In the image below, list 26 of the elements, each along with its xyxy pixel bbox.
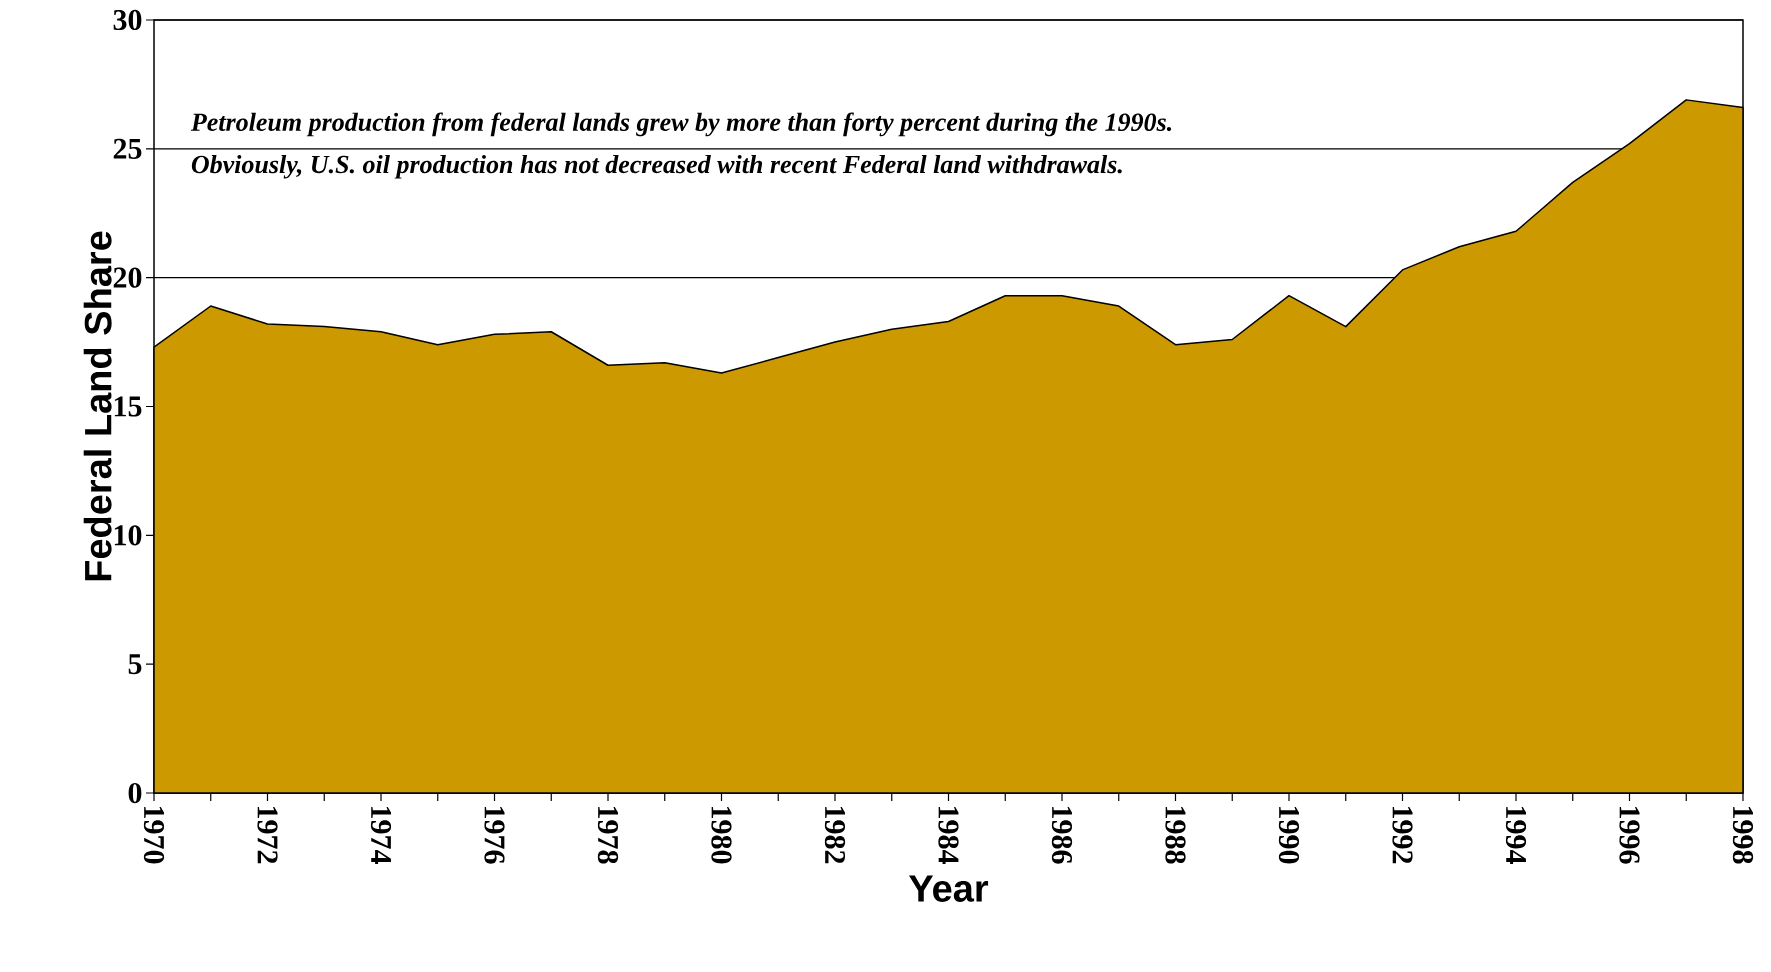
x-tick-label: 1972: [257, 806, 278, 864]
x-tick-label: 1994: [1505, 806, 1527, 864]
x-tick-label: 1998: [1732, 806, 1754, 864]
x-tick-label: 1990: [1278, 806, 1300, 864]
y-tick-label: 30: [113, 9, 142, 31]
x-tick-label: 1982: [824, 806, 846, 864]
y-tick-label: 0: [128, 782, 142, 804]
x-axis-title: Year: [908, 875, 989, 902]
y-tick-label: 20: [113, 267, 142, 288]
y-tick-label: 10: [114, 525, 142, 546]
x-tick-label: 1978: [597, 806, 619, 864]
annotation: Petroleum production from federal lands grew by more than forty percent during the 1990s.: [190, 112, 1172, 137]
y-axis-title: Federal Land Share: [83, 231, 112, 581]
x-tick-label: 1974: [370, 806, 392, 864]
y-tick-label: 5: [128, 654, 142, 675]
x-tick-label: 1988: [1165, 806, 1186, 864]
x-tick-label: 1986: [1051, 806, 1073, 864]
annotation: Obviously, U.S. oil production has not decreased with recent Federal land withdrawals.: [191, 154, 1122, 179]
x-tick-label: 1984: [938, 806, 959, 864]
x-tick-label: 1980: [711, 806, 732, 864]
y-tick-label: 25: [113, 138, 142, 159]
x-tick-label: 1996: [1619, 806, 1640, 864]
x-tick-label: 1970: [143, 806, 165, 864]
y-tick-label: 15: [114, 396, 142, 417]
x-tick-label: 1976: [484, 806, 505, 864]
x-tick-label: 1992: [1392, 806, 1413, 864]
